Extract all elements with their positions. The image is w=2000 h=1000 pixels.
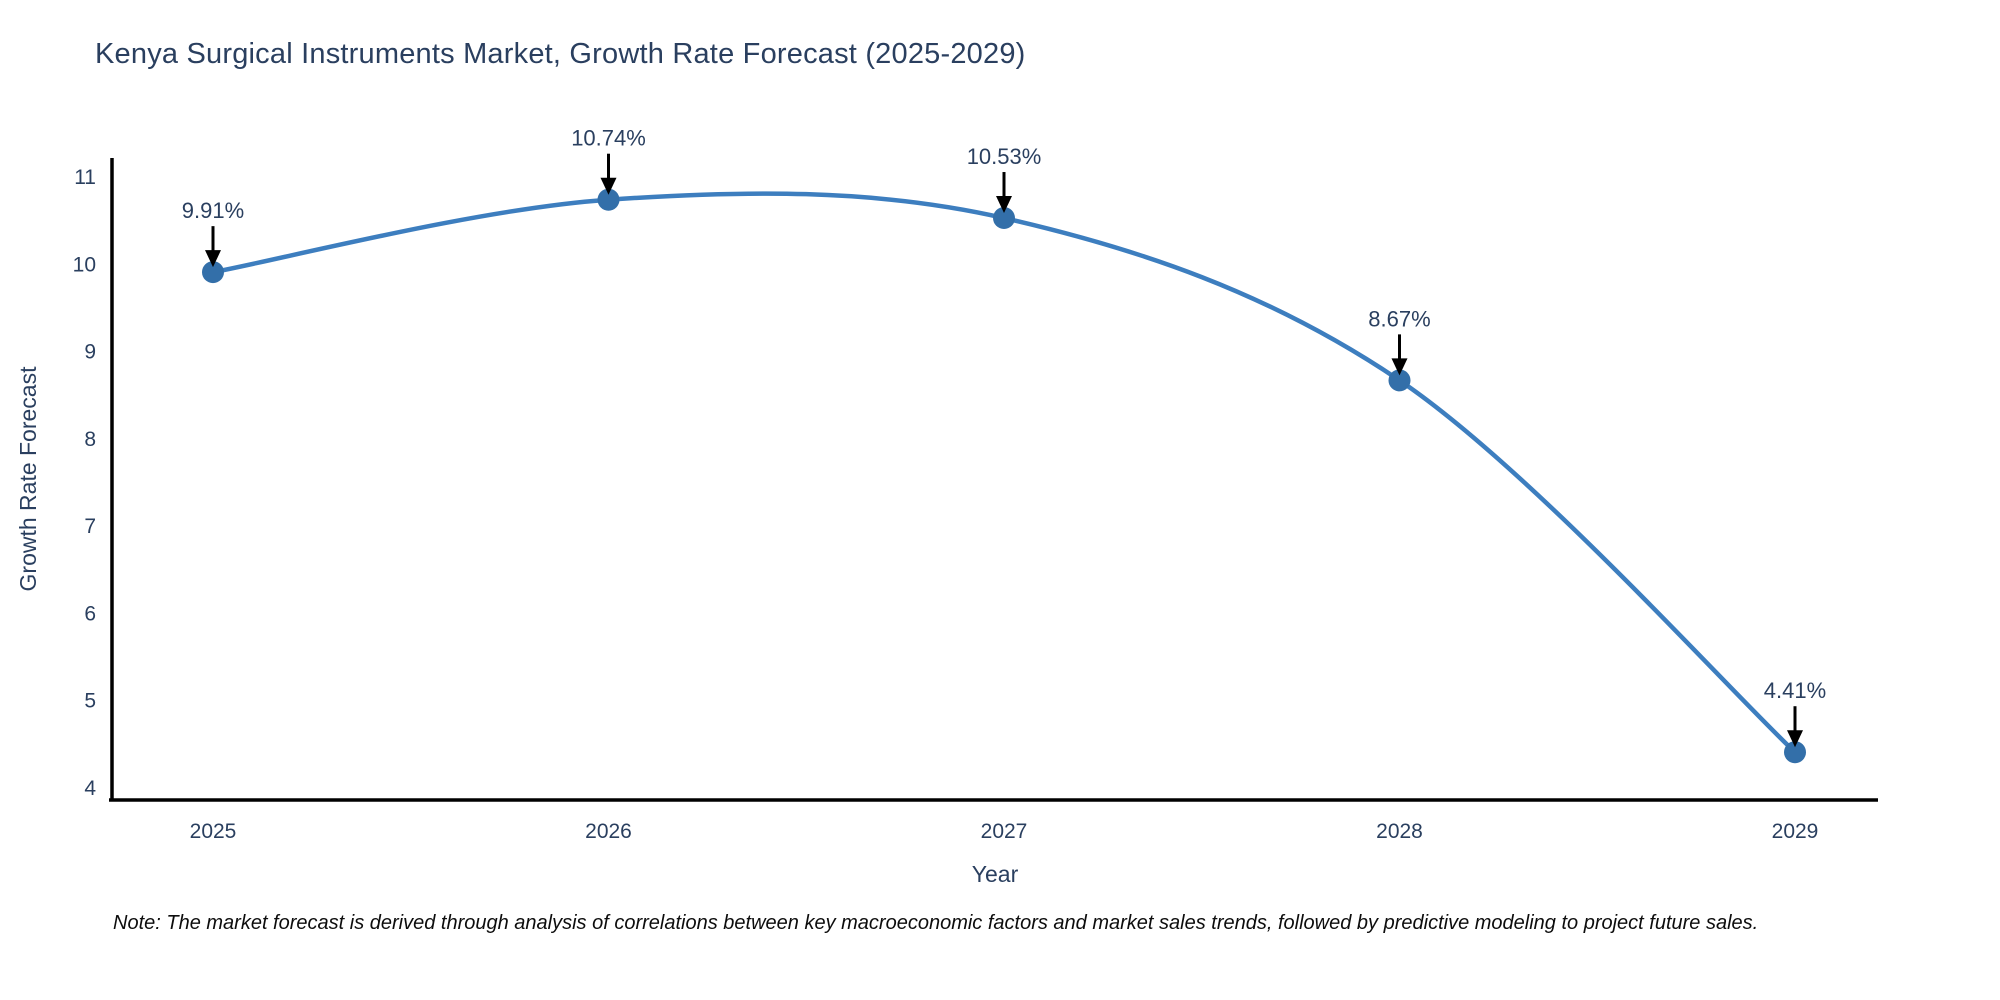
- y-tick-label: 6: [84, 602, 96, 625]
- annotation-arrowhead-icon: [1391, 358, 1408, 376]
- annotation-arrowhead-icon: [996, 196, 1012, 214]
- data-point-marker: [993, 207, 1015, 230]
- y-tick-label: 5: [84, 690, 96, 713]
- point-value-label: 9.91%: [182, 198, 244, 223]
- y-axis-title: Growth Rate Forecast: [15, 366, 41, 592]
- line-chart: 4 5 6 7 8 9 10 11 2025 2026 2027 2028 2029 Year Growth…: [15, 126, 1878, 887]
- data-point-marker: [1388, 369, 1411, 392]
- y-tick-label: 4: [84, 777, 96, 800]
- point-value-label: 4.41%: [1764, 678, 1826, 703]
- x-tick-label: 2029: [1772, 820, 1819, 843]
- x-tick-label: 2027: [981, 820, 1028, 843]
- x-axis-title: Year: [972, 861, 1019, 887]
- point-value-label: 10.53%: [967, 144, 1042, 169]
- annotation-arrowhead-icon: [1787, 730, 1803, 748]
- point-value-label: 10.74%: [571, 126, 646, 151]
- y-tick-label: 9: [84, 341, 96, 364]
- forecast-line: [210, 191, 1798, 755]
- x-tick-label: 2028: [1376, 820, 1423, 843]
- y-tick-label: 10: [73, 253, 96, 276]
- point-value-label: 8.67%: [1368, 306, 1430, 331]
- x-tick-label: 2026: [585, 820, 632, 843]
- annotation-arrowhead-icon: [205, 250, 221, 268]
- chart-title: Kenya Surgical Instruments Market, Growt…: [95, 38, 1026, 70]
- data-point-marker: [202, 261, 224, 284]
- data-point-marker: [597, 188, 620, 211]
- x-tick-label: 2025: [190, 820, 237, 843]
- y-tick-label: 7: [84, 515, 96, 538]
- y-tick-label: 11: [74, 166, 96, 189]
- data-point-marker: [1784, 741, 1806, 764]
- footnote: Note: The market forecast is derived thr…: [113, 912, 1759, 934]
- annotation-arrowhead-icon: [600, 177, 617, 195]
- y-tick-label: 8: [84, 428, 96, 451]
